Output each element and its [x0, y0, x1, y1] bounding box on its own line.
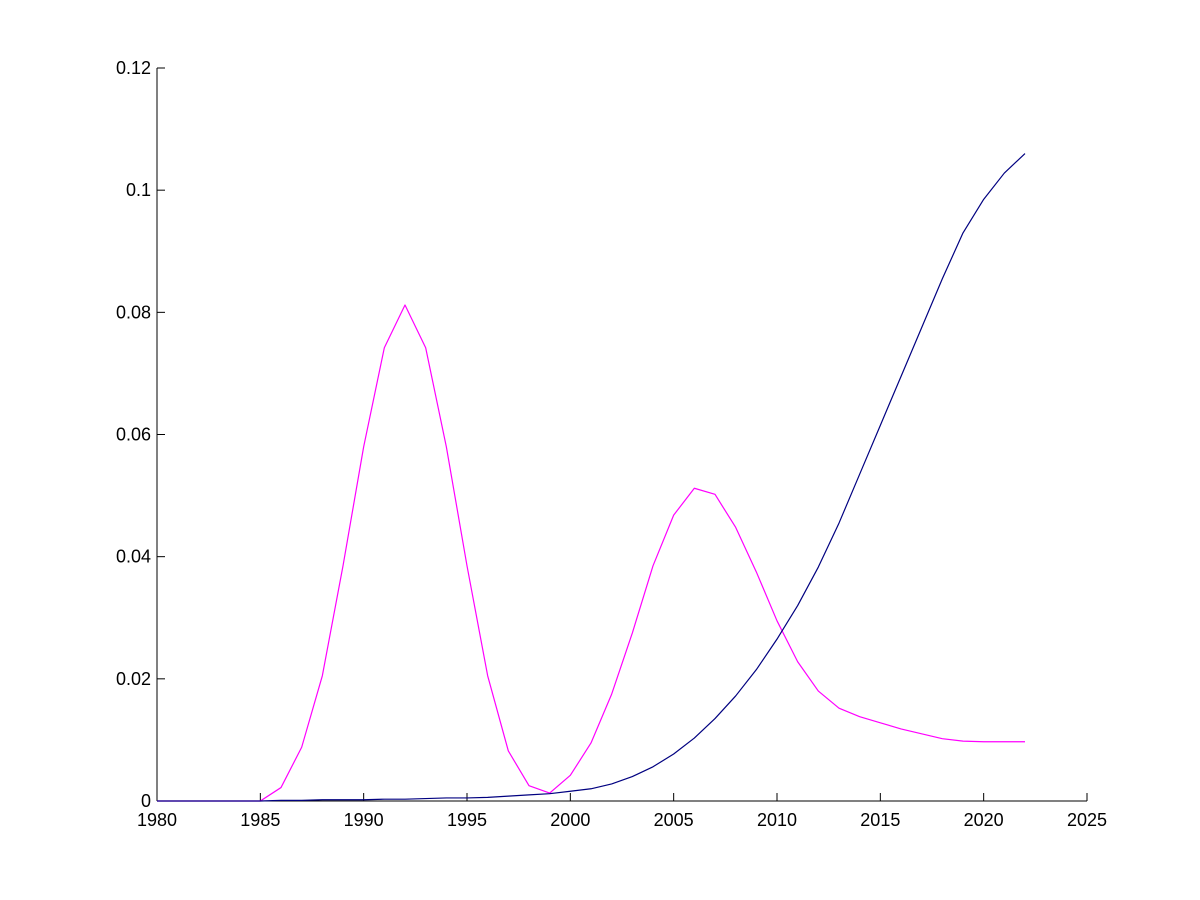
y-tick-label: 0.1 — [126, 180, 151, 200]
y-tick-label: 0.04 — [116, 547, 151, 567]
x-tick-label: 2020 — [964, 810, 1004, 830]
x-tick-label: 1995 — [447, 810, 487, 830]
x-tick-label: 2015 — [860, 810, 900, 830]
y-tick-label: 0.12 — [116, 58, 151, 78]
series-layer — [157, 153, 1026, 802]
y-tick-label: 0.02 — [116, 669, 151, 689]
x-tick-label: 2000 — [550, 810, 590, 830]
y-tick-label: 0 — [141, 791, 151, 811]
y-tick-label: 0.06 — [116, 425, 151, 445]
series-line-1 — [157, 304, 1025, 802]
y-tick-label: 0.08 — [116, 302, 151, 322]
x-tick-label: 2010 — [757, 810, 797, 830]
x-tick-label: 1980 — [137, 810, 177, 830]
x-tick-label: 1985 — [240, 810, 280, 830]
x-tick-label: 2025 — [1067, 810, 1107, 830]
axes: 1980 1985 1990 1995 2000 2005 2010 2015 2020 2025… — [116, 58, 1107, 830]
x-tick-label: 2005 — [654, 810, 694, 830]
x-tick-label: 1990 — [344, 810, 384, 830]
series-line-2 — [157, 153, 1026, 802]
